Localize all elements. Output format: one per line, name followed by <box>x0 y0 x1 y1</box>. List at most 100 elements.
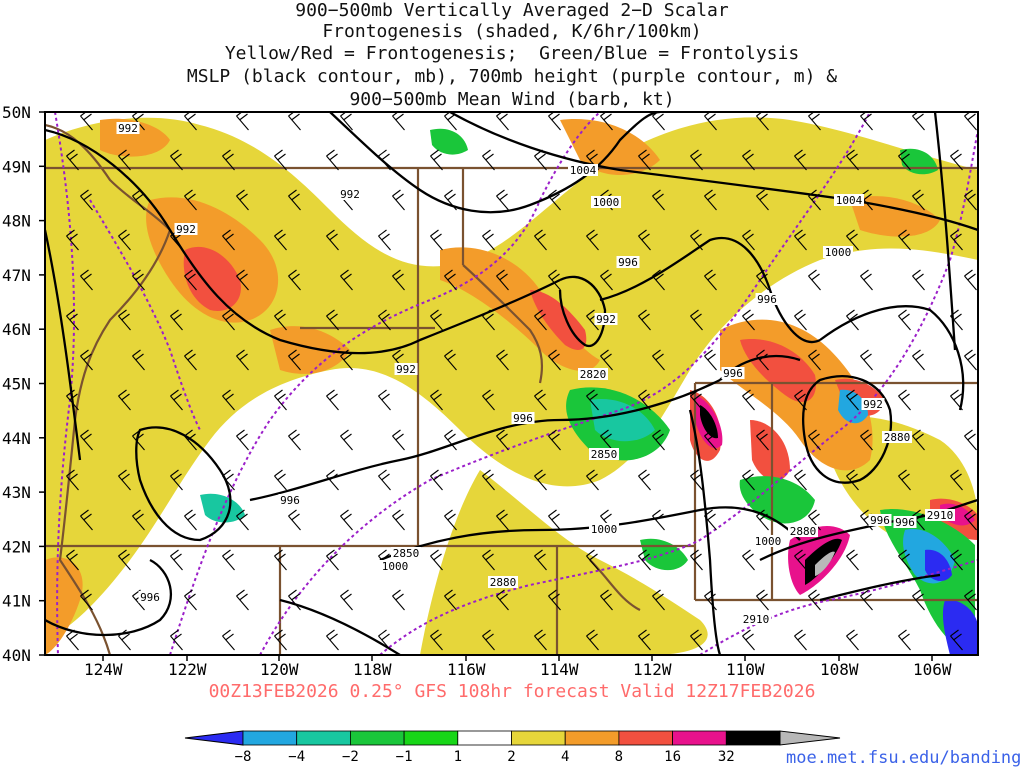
wind-barb <box>430 309 443 331</box>
mslp-contours <box>45 112 978 655</box>
wind-barb <box>756 509 769 531</box>
wind-barb <box>80 349 93 371</box>
wind-barb <box>236 589 249 611</box>
wind-barb <box>652 349 665 371</box>
contour-label: 2880 <box>884 431 911 444</box>
site-credit-link[interactable]: moe.met.fsu.edu/banding <box>786 748 1022 768</box>
wind-barb <box>742 309 755 331</box>
wind-barb <box>846 629 859 651</box>
wind-barb <box>652 509 665 531</box>
wind-barb <box>548 589 561 611</box>
wind-barb <box>898 469 911 491</box>
wind-barb <box>652 189 665 211</box>
wind-barb <box>548 509 561 531</box>
contour-label: 996 <box>870 514 890 527</box>
longitude-tick-label: 112W <box>633 660 672 679</box>
wind-barb <box>118 469 131 491</box>
wind-barb <box>430 389 443 411</box>
wind-barb <box>236 349 249 371</box>
wind-barb <box>690 469 703 491</box>
wind-barb <box>288 349 301 371</box>
wind-barb <box>66 309 79 331</box>
wind-barb <box>444 189 457 211</box>
title-line-4: MSLP (black contour, mb), 700mb height (… <box>186 66 838 87</box>
wind-barb <box>222 549 235 571</box>
wind-barb <box>638 149 651 171</box>
contour-label: 992 <box>396 363 416 376</box>
wind-barb <box>548 349 561 371</box>
wind-barb <box>846 389 859 411</box>
wind-barb <box>222 229 235 251</box>
wind-barb <box>222 389 235 411</box>
contour-label: 2880 <box>790 525 817 538</box>
wind-barb <box>392 429 405 451</box>
wind-barb <box>690 229 703 251</box>
wind-barb <box>444 269 457 291</box>
wind-barb <box>964 189 977 211</box>
wind-barb <box>392 269 405 291</box>
wind-barb <box>912 269 925 291</box>
wind-barb <box>340 269 353 291</box>
contour-label: 996 <box>280 494 300 507</box>
wind-barb <box>274 549 287 571</box>
wind-barb <box>378 309 391 331</box>
contour-label: 996 <box>618 256 638 269</box>
wind-barb <box>66 469 79 491</box>
wind-barb <box>950 469 963 491</box>
contour-label: 996 <box>723 367 743 380</box>
contour-label: 1004 <box>570 164 597 177</box>
contour-label: 996 <box>895 516 915 529</box>
longitude-tick-label: 116W <box>447 660 486 679</box>
wind-barb <box>846 149 859 171</box>
wind-barb <box>742 629 755 651</box>
wind-barb <box>600 589 613 611</box>
wind-barb <box>548 429 561 451</box>
contour-label: 992 <box>340 188 360 201</box>
wind-barb <box>704 589 717 611</box>
longitude-tick-label: 124W <box>84 660 123 679</box>
wind-barb <box>132 429 145 451</box>
wind-barb <box>80 189 93 211</box>
wind-barb <box>222 629 235 651</box>
wind-barb <box>638 309 651 331</box>
wind-barb <box>288 189 301 211</box>
latitude-tick-label: 43N <box>2 483 31 502</box>
wind-barb <box>950 389 963 411</box>
wind-barb <box>482 149 495 171</box>
wind-barb <box>496 349 509 371</box>
wind-barb <box>742 389 755 411</box>
wind-barb <box>392 509 405 531</box>
latitude-tick-label: 47N <box>2 266 31 285</box>
latitude-axis: 50N 49N 48N 47N 46N 45N 44N 43N 42N 41N 40N <box>2 103 45 665</box>
wind-barb <box>860 589 873 611</box>
wind-barb <box>274 149 287 171</box>
wind-barb <box>118 309 131 331</box>
wind-barb <box>860 269 873 291</box>
colorbar-right-arrow <box>779 730 841 746</box>
wind-barb <box>860 349 873 371</box>
wind-barb <box>80 589 93 611</box>
contour-label: 992 <box>176 223 196 236</box>
wind-barb <box>482 229 495 251</box>
wind-barb <box>430 229 443 251</box>
wind-barb <box>912 589 925 611</box>
wind-barb <box>898 309 911 331</box>
wind-barb <box>534 629 547 651</box>
contour-label: 1000 <box>755 535 782 548</box>
wind-barb <box>378 229 391 251</box>
colorbar-segment <box>349 730 405 746</box>
wind-barb <box>80 269 93 291</box>
wind-barb <box>534 229 547 251</box>
wind-barb <box>444 349 457 371</box>
wind-barb <box>950 149 963 171</box>
wind-barb <box>638 549 651 571</box>
colorbar-label: −8 <box>235 749 252 765</box>
wind-barb <box>66 389 79 411</box>
wind-barb <box>808 429 821 451</box>
wind-barb <box>912 189 925 211</box>
wind-barb <box>652 269 665 291</box>
wind-barb <box>80 509 93 531</box>
wind-barb <box>950 309 963 331</box>
wind-barb <box>586 629 599 651</box>
wind-barb <box>274 469 287 491</box>
